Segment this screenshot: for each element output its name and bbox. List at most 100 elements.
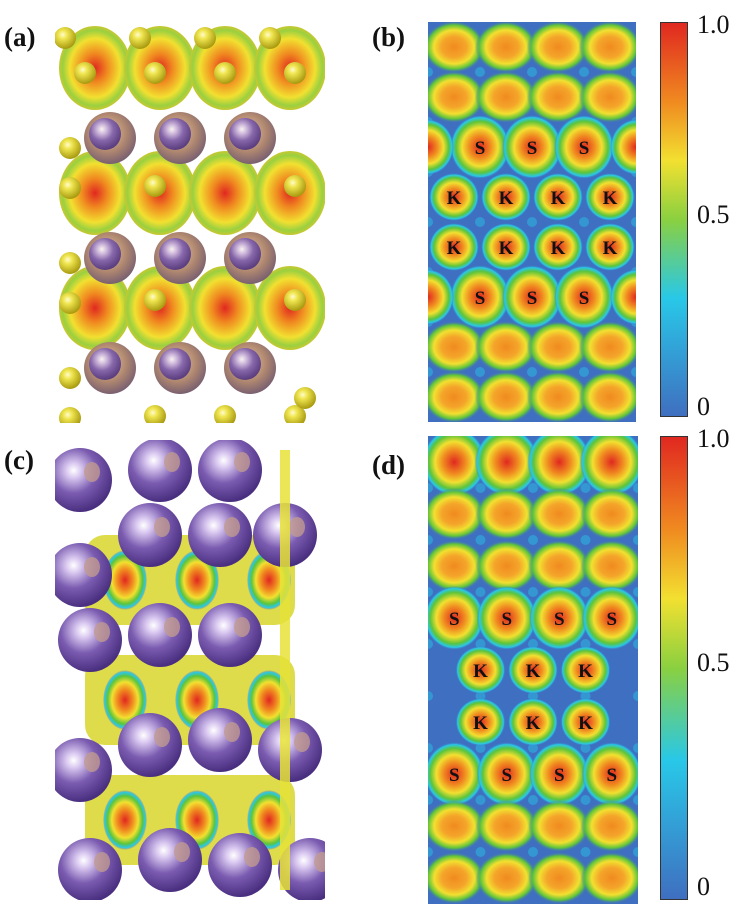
s-atom [59, 177, 81, 199]
atom-label-s: S [527, 288, 538, 309]
elf-basin-s [581, 586, 638, 650]
elf-basin-edge [610, 269, 636, 325]
colorbar-b [660, 22, 688, 417]
atom-label-k: K [551, 188, 566, 209]
k-atom [128, 603, 192, 667]
interstitial-dot [580, 483, 591, 493]
interstitial-dot [527, 367, 537, 377]
atom-label-s: S [579, 288, 590, 309]
elf-basin-k [560, 646, 611, 694]
interstitial-dot [475, 67, 485, 77]
interstitial-dot [631, 67, 636, 77]
interstitial-dot [528, 847, 538, 857]
interstitial-dot [475, 535, 486, 545]
k-atom-highlight [89, 238, 121, 270]
elf-basin-k [585, 173, 635, 221]
colorbar-b-tick-max: 1.0 [697, 10, 730, 39]
k-atom [58, 838, 122, 900]
k-atom-patch [234, 617, 250, 637]
elf-basin-s [529, 586, 590, 650]
interstitial-dot [428, 217, 433, 227]
elf-basin-blob [527, 321, 589, 373]
elf-basin-blob [528, 800, 591, 852]
isosurface-core [103, 550, 147, 610]
interstitial-dot [475, 367, 485, 377]
k-atom-patch [244, 847, 260, 867]
s-atom [59, 137, 81, 159]
elf-map-d: S S S S K K K K K K S S S S [428, 436, 638, 904]
interstitial-dot [633, 535, 638, 545]
elf-map-b: S S S K K K K K K K K S S S [428, 22, 636, 422]
interstitial-dot [633, 743, 638, 753]
k-atom-highlight [229, 118, 261, 150]
interstitial-dot [580, 587, 591, 597]
atom-label-k: K [499, 238, 514, 259]
k-atom-patch [174, 842, 190, 862]
elf-basin-blob [579, 71, 636, 123]
interstitial-dot [428, 691, 433, 701]
elf-basin-blob [528, 488, 591, 540]
k-atom [198, 603, 262, 667]
interstitial-dot [428, 587, 433, 597]
interstitial-dot [527, 217, 537, 227]
elf-basin-s [476, 742, 537, 806]
elf-basin-blob [475, 321, 537, 373]
elf-basin-blob [580, 488, 638, 540]
elf-basin-blob [428, 852, 486, 904]
elf-basin-edge [428, 269, 454, 325]
interstitial-dot [579, 367, 589, 377]
s-atom [59, 407, 81, 423]
elf-basin-blob [580, 800, 638, 852]
s-atom [284, 62, 306, 84]
atom-label-s: S [449, 765, 460, 786]
elf-basin-blob [428, 321, 485, 373]
elf-basin-big [474, 436, 539, 496]
atom-label-k: K [551, 238, 566, 259]
interstitial-dot [580, 847, 591, 857]
atom-label-k: K [473, 661, 488, 682]
atom-label-s: S [606, 609, 617, 630]
atom-label-s: S [501, 765, 512, 786]
elf-basin-blob [580, 540, 638, 592]
atom-label-k: K [603, 238, 618, 259]
elf-basin-blob [428, 488, 486, 540]
isosurface-core [175, 550, 219, 610]
elf-basin-k [455, 646, 506, 694]
elf-basin-k [481, 173, 531, 221]
elf-basin-s [450, 265, 510, 329]
elf-basin-blob [527, 71, 589, 123]
interstitial-dot [475, 217, 485, 227]
elf-basin-blob [428, 800, 486, 852]
interstitial-dot [633, 691, 638, 701]
elf-basin-blob [528, 852, 591, 904]
atom-label-k: K [447, 238, 462, 259]
atom-label-s: S [475, 138, 486, 159]
s-atom [144, 405, 166, 423]
k-atom-patch [154, 727, 170, 747]
elf-basin-blob [475, 852, 538, 904]
atom-label-s: S [554, 609, 565, 630]
interstitial-dot [475, 483, 486, 493]
elf-basin-s [554, 265, 614, 329]
s-atom [294, 387, 316, 409]
atom-label-k: K [526, 661, 541, 682]
s-atom [194, 27, 216, 49]
elf-basin-edge [428, 119, 454, 175]
elf-basin-s [450, 115, 510, 179]
atom-label-s: S [606, 765, 617, 786]
atom-label-s: S [554, 765, 565, 786]
k-atom-patch [234, 452, 250, 472]
k-atom-patch [289, 517, 305, 537]
elf-basin-s [476, 586, 537, 650]
interstitial-dot [428, 67, 433, 77]
k-atom-highlight [89, 348, 121, 380]
elf-basin-blob [475, 800, 538, 852]
elf-basin-edge [610, 119, 636, 175]
atom-label-s: S [449, 609, 460, 630]
s-atom [144, 175, 166, 197]
elf-basin-s [428, 586, 485, 650]
structure-c-render [55, 440, 325, 900]
elf-basin-k [455, 698, 506, 746]
interstitial-dot [428, 367, 433, 377]
structure-a-render [55, 26, 325, 423]
